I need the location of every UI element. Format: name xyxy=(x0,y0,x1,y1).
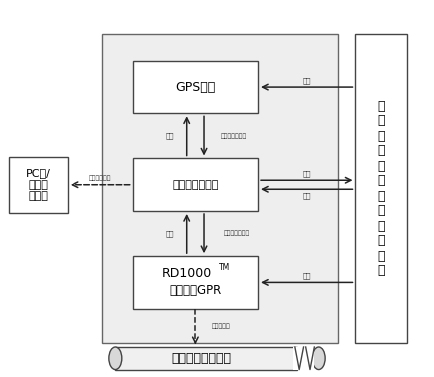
Ellipse shape xyxy=(109,347,122,369)
Text: 便
携
式
高
性
能
化
学
能
蓄
电
池: 便 携 式 高 性 能 化 学 能 蓄 电 池 xyxy=(378,100,385,277)
Text: 控制: 控制 xyxy=(165,133,174,139)
Text: 导出数据报表: 导出数据报表 xyxy=(89,175,112,181)
Bar xyxy=(10,156,68,213)
Bar xyxy=(115,347,297,369)
Text: 控制: 控制 xyxy=(165,230,174,237)
Ellipse shape xyxy=(312,347,325,369)
Text: 供电: 供电 xyxy=(302,272,311,279)
Text: 现场被测通信管道: 现场被测通信管道 xyxy=(172,352,232,365)
Text: 输出经纬度信息: 输出经纬度信息 xyxy=(221,133,247,139)
Text: 供电: 供电 xyxy=(302,193,311,199)
Text: RD1000: RD1000 xyxy=(161,267,212,279)
Text: 探地雷达GPR: 探地雷达GPR xyxy=(169,284,221,297)
Bar xyxy=(133,158,258,211)
Bar xyxy=(133,256,258,309)
Text: 控制和显示单元: 控制和显示单元 xyxy=(172,180,219,190)
Bar xyxy=(355,35,408,342)
Text: 高频电磁波: 高频电磁波 xyxy=(212,324,231,329)
Text: 控制: 控制 xyxy=(302,170,311,177)
Text: PC机/
资源管
理系统: PC机/ 资源管 理系统 xyxy=(26,168,51,201)
Text: 供电: 供电 xyxy=(302,77,311,84)
Bar xyxy=(133,61,258,113)
Bar xyxy=(102,35,338,342)
Text: 报送埋藏深信息: 报送埋藏深信息 xyxy=(224,231,250,236)
Bar xyxy=(293,347,314,369)
Text: TM: TM xyxy=(219,262,230,271)
Text: GPS设备: GPS设备 xyxy=(175,81,216,93)
